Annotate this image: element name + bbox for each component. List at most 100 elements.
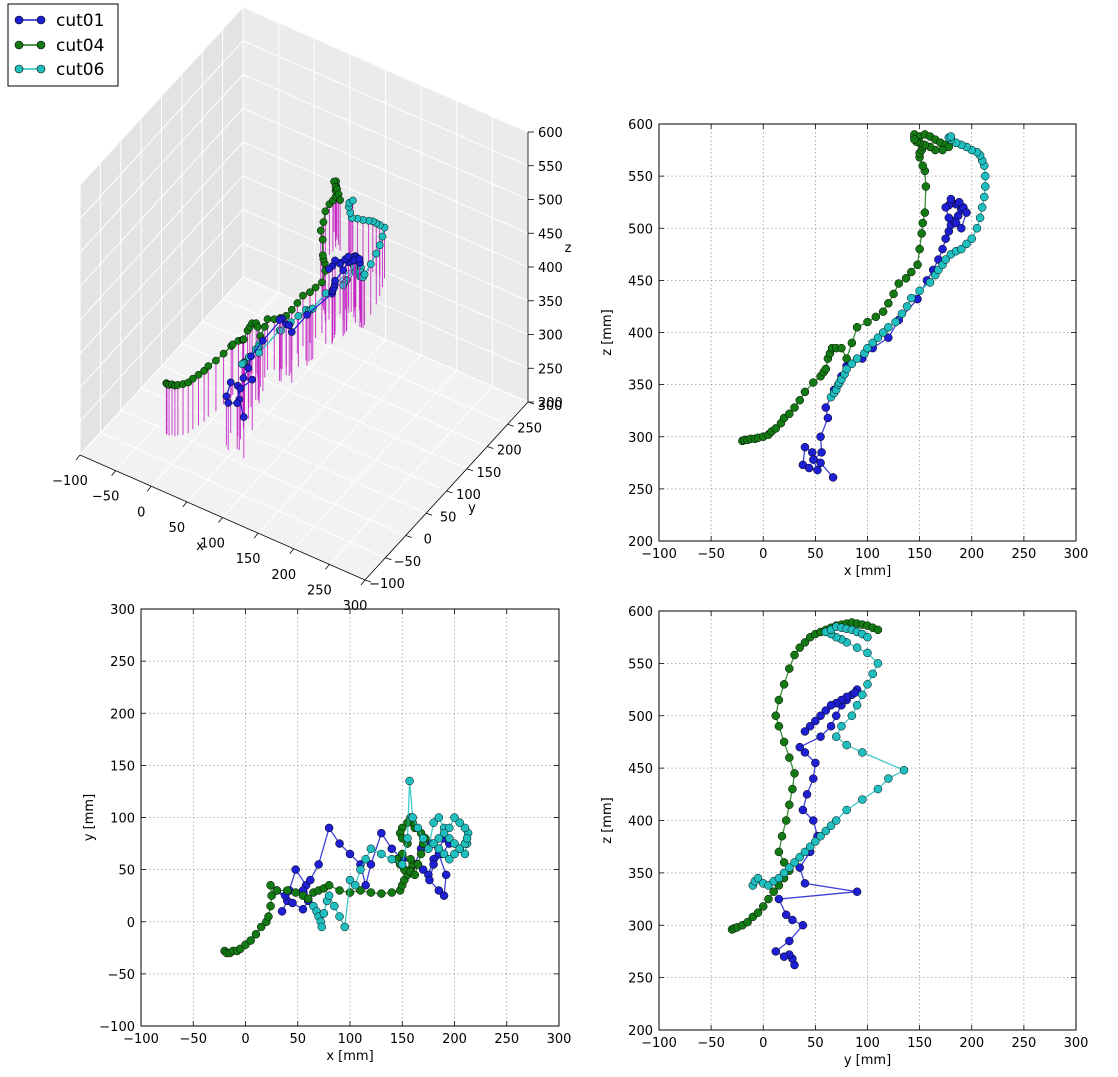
data-point-cut06 [852,701,862,710]
data-point-cut04 [387,888,397,897]
axis-label-y: y [mm] [82,794,97,841]
data-point-cut06 [387,854,397,864]
legend-marker-cut01 [14,15,24,25]
data-point-3d-cut04 [212,356,220,365]
data-point-cut04 [779,680,789,689]
data-point-cut01 [811,716,820,726]
tick-label-x: 100 [855,547,880,562]
data-point-cut04 [917,229,926,238]
tick-label-x: −100 [641,547,677,562]
data-point-cut04 [753,908,763,917]
data-point-cut04 [907,267,916,277]
data-point-cut01 [377,828,386,838]
tick-label-y3d: 150 [476,466,501,481]
data-point-3d-cut01 [226,378,235,387]
tick-label-x3d: 50 [169,521,186,536]
tick-label-x: 250 [1011,1036,1036,1051]
data-point-cut04 [852,323,862,332]
tick-label-z3d: 550 [538,160,563,175]
data-point-cut06 [800,847,810,857]
tick-label-y: 550 [628,170,653,185]
data-point-cut01 [781,910,791,920]
tick-label-y: 300 [628,431,653,446]
data-point-cut06 [868,669,877,679]
data-point-3d-cut04 [321,207,330,216]
data-point-cut01 [809,774,818,783]
tick-label-y3d: 200 [497,444,522,459]
data-point-cut06 [445,823,454,833]
data-point-cut06 [445,834,454,843]
data-point-cut04 [781,816,791,825]
data-point-cut06 [350,881,360,890]
data-point-cut06 [330,901,339,911]
data-point-cut04 [366,888,376,897]
data-point-cut01 [288,898,297,908]
data-point-3d-cut01 [344,252,353,261]
data-point-cut01 [314,860,323,869]
data-point-cut06 [837,721,846,731]
data-point-cut06 [434,844,444,854]
tick-label-y: 0 [127,916,135,931]
data-point-cut06 [345,875,355,885]
legend-label-cut01: cut01 [56,11,104,31]
data-point-cut04 [413,860,423,869]
tick-mark-y3d [405,535,412,538]
data-point-3d-cut06 [294,312,303,320]
data-point-cut06 [366,844,376,854]
data-point-cut04 [764,894,773,904]
data-point-cut06 [946,132,956,141]
data-point-cut06 [878,328,888,337]
tick-label-y: 200 [628,1024,653,1039]
axis-label-z3d: z [565,241,572,256]
data-point-cut06 [975,213,985,223]
data-point-cut06 [805,842,815,851]
data-point-cut06 [462,834,472,843]
data-point-cut06 [925,278,935,287]
data-point-cut01 [366,860,376,869]
data-point-cut04 [788,784,797,794]
tick-label-z3d: 450 [538,227,563,242]
gridline-3d [242,141,529,268]
tick-mark-x3d [360,579,366,586]
data-point-cut01 [291,865,300,874]
data-point-3d-cut04 [318,235,327,244]
tick-label-x: 0 [241,1032,249,1047]
tick-label-x3d: −50 [92,490,119,505]
data-point-3d-cut01 [339,266,348,275]
data-point-cut04 [790,650,799,660]
tick-mark-x3d [253,532,259,539]
data-point-cut04 [901,274,911,283]
data-point-cut01 [826,701,836,710]
data-point-cut01 [811,758,820,768]
data-point-cut01 [962,208,971,217]
data-point-cut01 [429,860,438,869]
data-point-cut06 [902,302,912,311]
data-point-cut06 [842,740,851,750]
data-point-cut01 [816,711,825,720]
data-point-cut06 [790,858,799,867]
tick-label-y3d: 250 [517,421,542,436]
data-point-cut06 [335,912,344,921]
data-point-cut04 [264,912,273,921]
data-point-3d-cut06 [375,241,384,250]
tick-label-x3d: 250 [307,583,332,598]
data-point-cut06 [450,813,459,822]
gridline-3d [329,386,493,565]
data-point-cut01 [826,721,836,731]
axis-label-x: x [mm] [326,1049,373,1064]
data-point-3d-cut01 [331,276,339,285]
data-point-cut04 [774,721,784,731]
data-point-cut01 [800,879,810,888]
data-point-cut06 [842,364,851,374]
tick-label-y: 200 [110,707,135,722]
data-point-cut06 [863,680,872,689]
data-point-cut01 [821,706,831,715]
data-point-cut06 [413,823,423,833]
data-point-cut04 [938,145,947,155]
data-point-cut06 [821,826,831,836]
data-point-cut06 [847,711,857,720]
data-point-cut04 [779,737,789,747]
data-point-3d-cut01 [287,328,296,336]
tick-label-x: 200 [959,547,984,562]
tick-label-y3d: −50 [394,555,421,570]
